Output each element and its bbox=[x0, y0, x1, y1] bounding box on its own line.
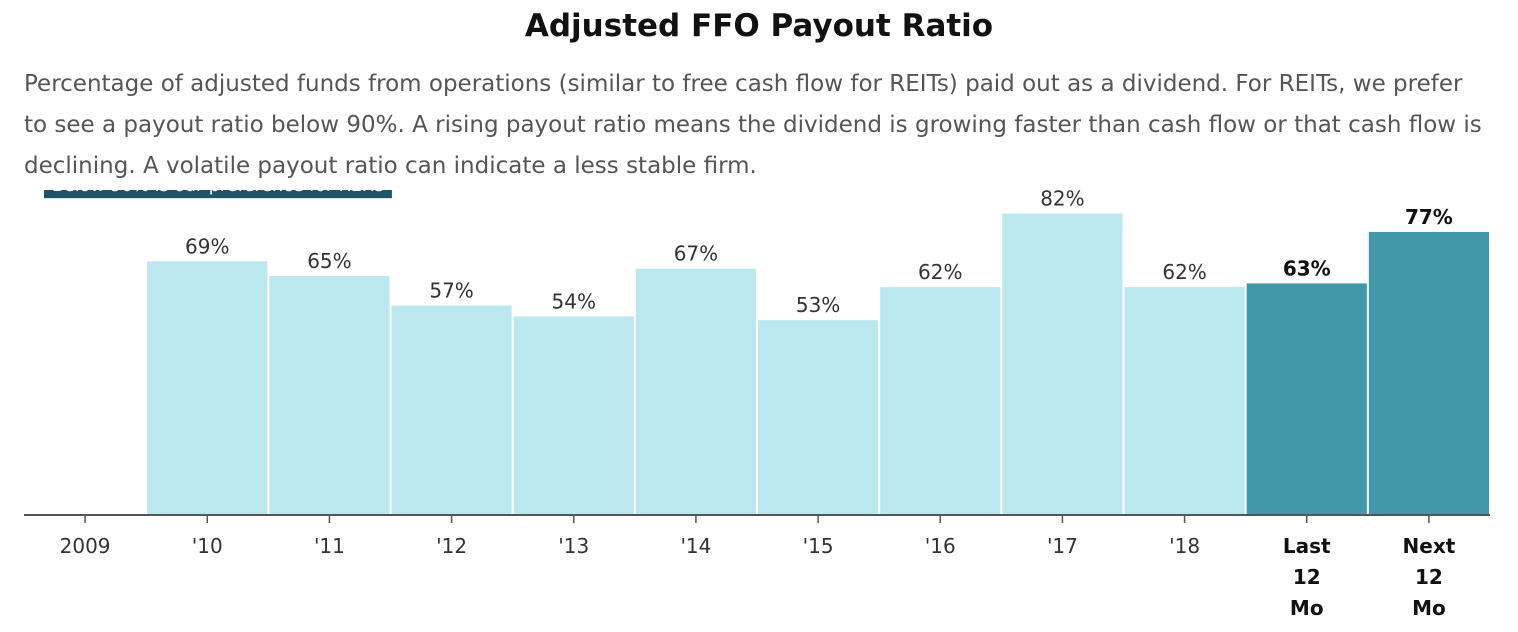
bar-value-label: 53% bbox=[796, 293, 840, 317]
bar-value-label: 63% bbox=[1283, 256, 1331, 280]
x-tick-label-line: '16 bbox=[925, 534, 956, 558]
payout-ratio-chart: 69% 65% 57% 54% 67% 53% 62% 82% 62% 63% 77% Below 9… bbox=[24, 190, 1490, 620]
x-tick-label-line: '12 bbox=[436, 534, 467, 558]
x-tick-label: '16 bbox=[925, 534, 956, 558]
x-tick-label: '10 bbox=[192, 534, 223, 558]
bar-value-label: 67% bbox=[674, 242, 718, 266]
bar-label-backing bbox=[1002, 190, 1123, 214]
x-tick-label-line: Mo bbox=[1290, 596, 1324, 620]
bar bbox=[635, 268, 756, 515]
bar bbox=[758, 320, 879, 515]
x-tick-label: '18 bbox=[1169, 534, 1200, 558]
x-tick-label-line: Next bbox=[1403, 534, 1456, 558]
x-tick-label-line: '10 bbox=[192, 534, 223, 558]
x-tick-label: '14 bbox=[680, 534, 711, 558]
x-tick-label-line: 2009 bbox=[60, 534, 111, 558]
bar bbox=[1246, 283, 1367, 515]
chart-subtitle: Percentage of adjusted funds from operat… bbox=[24, 71, 1482, 179]
x-tick-label-line: '11 bbox=[314, 534, 345, 558]
x-tick-label: '13 bbox=[558, 534, 589, 558]
x-tick-label-line: '15 bbox=[803, 534, 834, 558]
x-tick-label-line: '18 bbox=[1169, 534, 1200, 558]
x-tick-label-line: 12 bbox=[1415, 565, 1443, 589]
bar-value-label: 82% bbox=[1040, 190, 1084, 211]
x-tick-label-line: Mo bbox=[1412, 596, 1446, 620]
x-tick-label-line: 12 bbox=[1293, 565, 1321, 589]
x-tick-label: '15 bbox=[803, 534, 834, 558]
x-tick-label: Next 12 Mo bbox=[1403, 534, 1456, 620]
bar bbox=[1124, 287, 1245, 515]
reference-line-label: Below 90% is our preference for REITs bbox=[52, 190, 384, 196]
bar-value-label: 65% bbox=[307, 249, 351, 273]
x-tick-label: '11 bbox=[314, 534, 345, 558]
x-tick-label: 2009 bbox=[60, 534, 111, 558]
x-tick-label-line: Last bbox=[1283, 534, 1331, 558]
x-tick-label: '17 bbox=[1047, 534, 1078, 558]
bar-value-label: 62% bbox=[918, 260, 962, 284]
bar bbox=[1368, 231, 1489, 515]
bar-value-label: 62% bbox=[1162, 260, 1206, 284]
bar-value-label: 69% bbox=[185, 234, 229, 258]
x-tick-label-line: '14 bbox=[680, 534, 711, 558]
bar-value-label: 77% bbox=[1405, 205, 1453, 229]
x-tick-label: '12 bbox=[436, 534, 467, 558]
x-tick-label-line: '13 bbox=[558, 534, 589, 558]
bar bbox=[1002, 213, 1123, 515]
x-tick-label-line: '17 bbox=[1047, 534, 1078, 558]
bar bbox=[391, 305, 512, 515]
bar bbox=[269, 276, 390, 515]
bar-value-label: 57% bbox=[429, 278, 473, 302]
bar bbox=[513, 316, 634, 515]
bar bbox=[147, 261, 268, 515]
chart-title: Adjusted FFO Payout Ratio bbox=[524, 8, 994, 44]
reference-line-label-box bbox=[44, 190, 392, 199]
bar bbox=[880, 287, 1001, 515]
x-tick-label: Last 12 Mo bbox=[1283, 534, 1331, 620]
bar-value-label: 54% bbox=[552, 289, 596, 313]
